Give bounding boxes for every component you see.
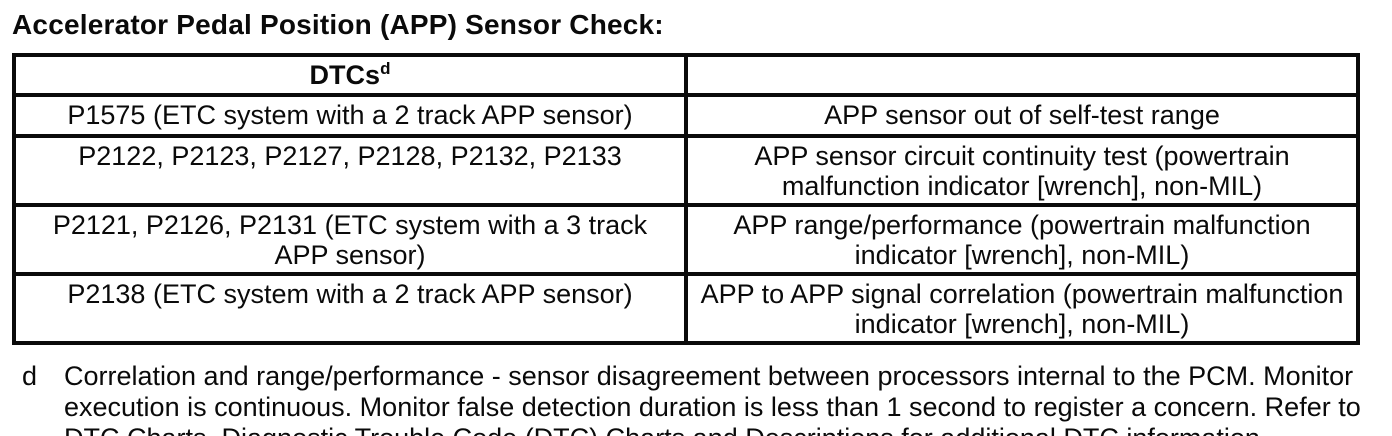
- footnote: d Correlation and range/performance - se…: [12, 361, 1380, 436]
- description-cell: APP sensor circuit continuity test (powe…: [684, 134, 1360, 207]
- table-row: P2122, P2123, P2127, P2128, P2132, P2133…: [12, 134, 1360, 207]
- description-cell: APP to APP signal correlation (powertrai…: [684, 272, 1360, 345]
- page-title: Accelerator Pedal Position (APP) Sensor …: [12, 9, 664, 40]
- table-row: P2138 (ETC system with a 2 track APP sen…: [12, 272, 1360, 345]
- footnote-marker-superscript: d: [380, 59, 391, 78]
- dtc-header-label: DTCs: [309, 60, 381, 90]
- footnote-marker: d: [22, 361, 38, 391]
- description-cell: APP sensor out of self-test range: [684, 93, 1360, 138]
- dtc-cell: P2122, P2123, P2127, P2128, P2132, P2133: [12, 134, 688, 207]
- dtc-cell: P1575 (ETC system with a 2 track APP sen…: [12, 93, 688, 138]
- dtc-cell: P2121, P2126, P2131 (ETC system with a 3…: [12, 203, 688, 276]
- description-cell: APP range/performance (powertrain malfun…: [684, 203, 1360, 276]
- description-column-header: [684, 53, 1360, 97]
- table-row: P1575 (ETC system with a 2 track APP sen…: [12, 93, 1360, 138]
- dtc-column-header: DTCsd: [12, 53, 688, 97]
- dtc-table: DTCsd P1575 (ETC system with a 2 track A…: [12, 53, 1360, 345]
- footnote-text: Correlation and range/performance - sens…: [64, 361, 1361, 436]
- table-header-row: DTCsd: [12, 53, 1360, 97]
- dtc-cell: P2138 (ETC system with a 2 track APP sen…: [12, 272, 688, 345]
- table-row: P2121, P2126, P2131 (ETC system with a 3…: [12, 203, 1360, 276]
